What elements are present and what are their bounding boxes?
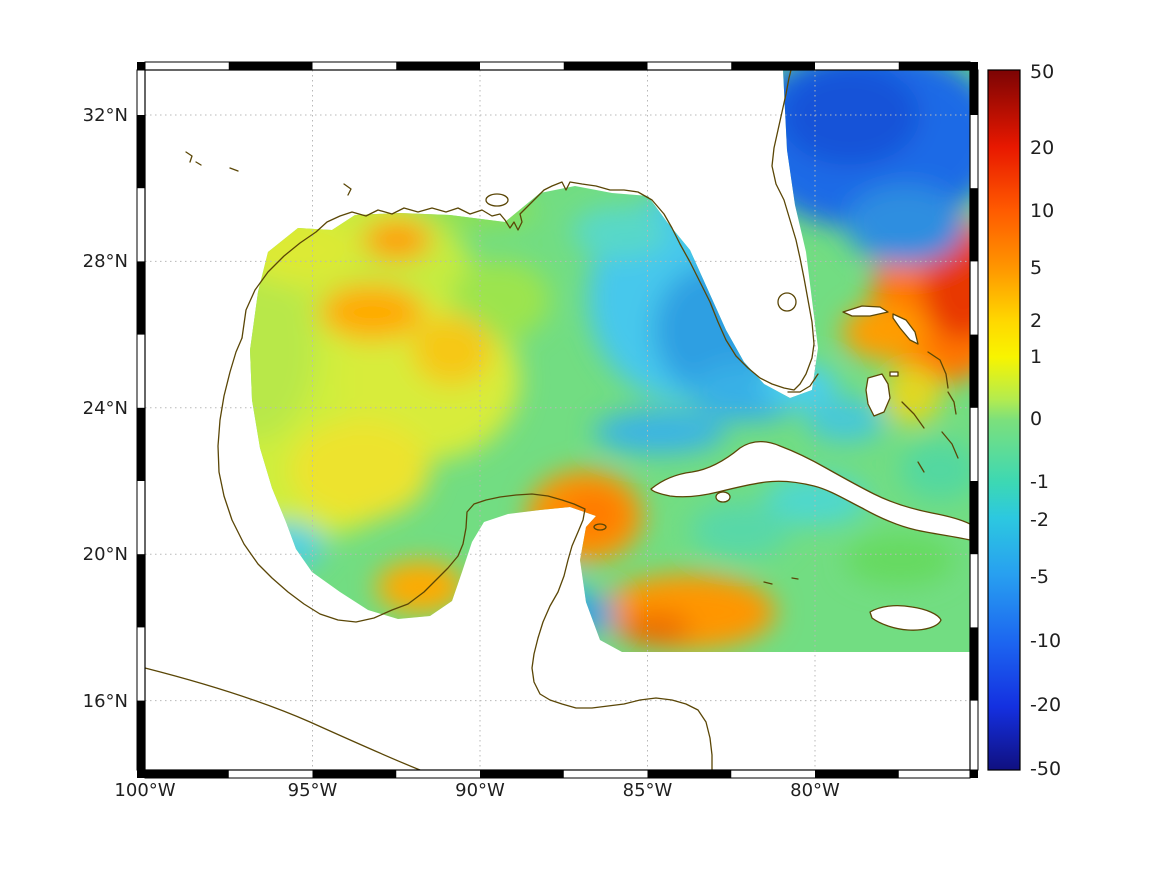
coastline-mexico-yucatan xyxy=(217,337,713,771)
island-cat xyxy=(947,391,957,415)
island-eleuthera xyxy=(927,351,949,389)
island-long-island xyxy=(941,431,959,459)
lake-okeechobee xyxy=(777,292,797,312)
island-abaco xyxy=(892,313,919,345)
coastlines xyxy=(144,69,971,771)
colorbar-tick-20: 20 xyxy=(1030,137,1054,159)
island-new-providence xyxy=(889,371,899,377)
colorbar-tick-neg5: -5 xyxy=(1030,566,1049,588)
lake-pontchartrain xyxy=(485,193,509,207)
island-cozumel xyxy=(593,523,607,531)
island-isla-juventud xyxy=(715,491,731,503)
colorbar-tick-neg20: -20 xyxy=(1030,694,1061,716)
coastline-us-gulf-florida xyxy=(241,69,815,391)
island-ragged xyxy=(917,461,925,473)
colorbar-tick-2: 2 xyxy=(1030,310,1042,332)
x-tick-80w: 80°W xyxy=(790,780,840,801)
colorbar-tick-5: 5 xyxy=(1030,257,1042,279)
y-tick-32n: 32°N xyxy=(83,105,128,126)
colorbar-tick-0: 0 xyxy=(1030,408,1042,430)
island-jamaica xyxy=(869,605,942,631)
colorbar-tick-50: 50 xyxy=(1030,61,1054,83)
colorbar-tick-neg1: -1 xyxy=(1030,471,1049,493)
y-tick-16n: 16°N xyxy=(83,691,128,712)
island-caymans xyxy=(763,577,799,585)
colorbar-gradient xyxy=(987,69,1021,771)
colorbar: 50 20 10 5 2 1 0 -1 -2 -5 -10 -20 -50 xyxy=(987,61,1061,780)
y-tick-20n: 20°N xyxy=(83,544,128,565)
texas-lakes xyxy=(185,151,352,196)
colorbar-tick-neg2: -2 xyxy=(1030,509,1049,531)
x-tick-85w: 85°W xyxy=(623,780,673,801)
colorbar-tick-10: 10 xyxy=(1030,200,1054,222)
island-exuma xyxy=(901,401,925,429)
coastline-florida-keys xyxy=(787,373,819,393)
island-grand-bahama xyxy=(842,305,889,317)
gridlines xyxy=(145,70,970,770)
y-tick-28n: 28°N xyxy=(83,251,128,272)
y-tick-24n: 24°N xyxy=(83,398,128,419)
map-frame xyxy=(136,61,979,779)
colorbar-tick-1: 1 xyxy=(1030,346,1042,368)
x-tick-100w: 100°W xyxy=(114,780,175,801)
x-tick-90w: 90°W xyxy=(455,780,505,801)
axis-labels: 100°W 95°W 90°W 85°W 80°W 32°N 28°N 24°N… xyxy=(83,105,840,801)
x-tick-95w: 95°W xyxy=(288,780,338,801)
colorbar-tick-neg50: -50 xyxy=(1030,758,1061,780)
island-andros xyxy=(865,373,891,417)
coastline-pacific-mexico xyxy=(144,667,421,771)
colorbar-tick-neg10: -10 xyxy=(1030,630,1061,652)
